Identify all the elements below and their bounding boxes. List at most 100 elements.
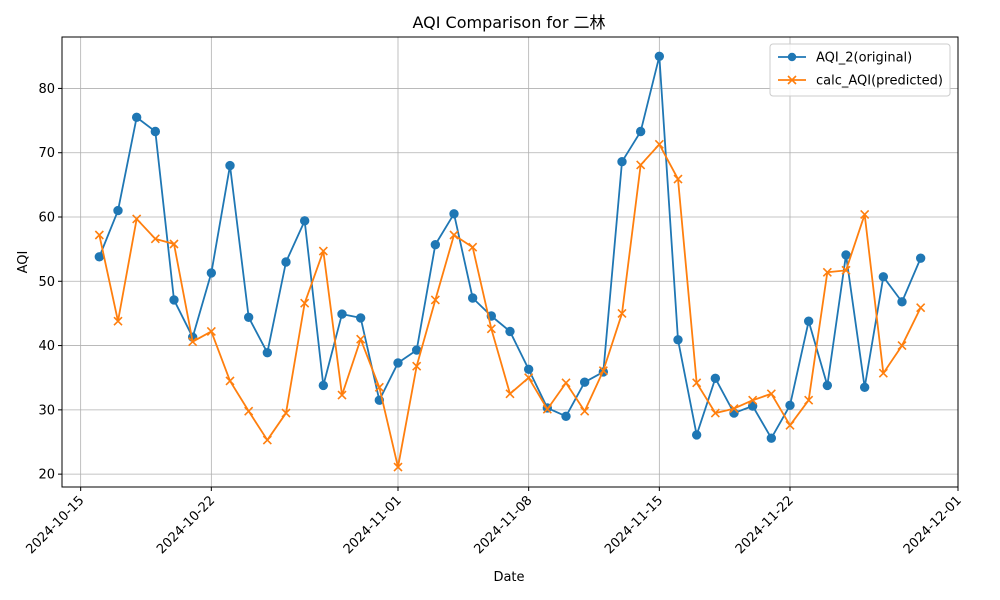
data-point (243, 312, 254, 322)
data-point (281, 257, 291, 267)
legend-item: calc_AQI(predicted) (778, 74, 943, 89)
y-tick-label: 30 (38, 403, 55, 418)
data-point (188, 337, 198, 347)
x-tick-label: 2024-11-01 (341, 493, 405, 557)
data-point (412, 361, 422, 371)
data-point (468, 242, 478, 252)
data-point (747, 401, 758, 411)
y-tick-label: 80 (38, 82, 55, 97)
y-tick-label: 70 (38, 146, 55, 161)
series-line (98, 55, 922, 440)
data-point (636, 160, 646, 170)
y-tick-label: 50 (38, 275, 55, 290)
data-point (523, 364, 534, 375)
series-line (98, 143, 922, 468)
data-point (692, 378, 702, 388)
data-point (691, 430, 702, 440)
data-point (617, 157, 627, 167)
data-point (300, 298, 310, 308)
data-point (841, 265, 851, 275)
legend-label: calc_AQI(predicted) (816, 74, 943, 89)
y-tick-label: 40 (38, 339, 55, 354)
data-point (803, 316, 814, 326)
data-point (841, 250, 851, 260)
data-point (561, 378, 571, 388)
data-point (859, 382, 870, 393)
data-point (505, 389, 515, 399)
data-point (710, 373, 721, 384)
y-axis-title: AQI (16, 251, 31, 274)
data-point (430, 295, 440, 305)
legend-item: AQI_2(original) (778, 51, 912, 66)
data-point (356, 334, 366, 344)
data-point (225, 160, 235, 171)
data-point (635, 126, 646, 137)
chart-title: AQI Comparison for 二林 (412, 13, 605, 32)
legend-marker (787, 75, 797, 85)
x-tick-label: 2024-11-22 (733, 493, 797, 557)
data-point (393, 358, 403, 368)
data-point (729, 404, 739, 414)
data-point (94, 230, 104, 240)
data-point (916, 303, 926, 313)
data-point (766, 433, 777, 443)
x-tick-label: 2024-10-15 (23, 493, 87, 557)
data-point (150, 234, 160, 244)
data-point (804, 395, 814, 405)
data-point (542, 404, 552, 414)
data-point (337, 309, 347, 319)
series-layer (94, 51, 926, 472)
data-point (94, 252, 105, 262)
data-point (113, 205, 123, 216)
data-point (281, 408, 291, 418)
data-point (748, 395, 758, 405)
data-point (878, 368, 888, 378)
data-point (150, 126, 161, 137)
data-point (393, 462, 403, 472)
data-point (822, 380, 833, 391)
data-point (766, 389, 776, 399)
data-point (486, 324, 496, 334)
data-point (299, 216, 310, 226)
data-point (169, 295, 179, 305)
data-point (654, 51, 665, 61)
legend-marker (787, 52, 797, 62)
data-point (318, 246, 328, 256)
x-tick-label: 2024-11-15 (602, 493, 666, 557)
data-point (860, 209, 870, 219)
data-point (822, 267, 832, 277)
data-point (579, 377, 590, 387)
data-point (430, 239, 441, 250)
x-tick-label: 2024-11-08 (471, 493, 535, 557)
data-point (132, 214, 142, 224)
data-point (673, 335, 683, 345)
data-point (897, 297, 907, 307)
x-tick-label: 2024-12-01 (901, 493, 965, 557)
series-2 (94, 139, 926, 472)
y-tick-label: 60 (38, 211, 55, 226)
legend: AQI_2(original) calc_AQI(predicted) (769, 43, 951, 97)
series-1 (94, 51, 926, 443)
grid-lines (62, 37, 959, 487)
data-point (262, 435, 272, 445)
plot-frame (61, 36, 959, 488)
data-point (374, 382, 384, 392)
data-point (467, 293, 478, 303)
data-point (505, 326, 515, 337)
data-point (710, 408, 720, 418)
data-point (449, 209, 459, 219)
data-point (318, 380, 329, 391)
data-point (131, 112, 142, 123)
data-point (355, 313, 366, 323)
data-point (580, 406, 590, 416)
data-point (878, 272, 889, 282)
data-point (169, 239, 179, 249)
data-point (337, 390, 347, 400)
data-point (225, 376, 235, 386)
data-point (915, 253, 926, 263)
legend-box (769, 43, 951, 97)
data-point (785, 400, 795, 411)
data-point (262, 347, 273, 358)
x-axis-title: Date (493, 570, 524, 585)
